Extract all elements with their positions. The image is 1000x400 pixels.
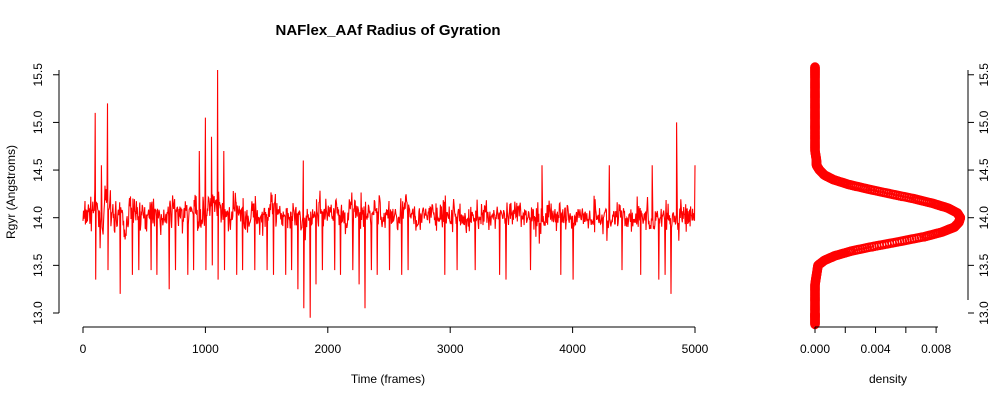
y-tick-label: 13.0 xyxy=(31,301,45,325)
density-x-tick-label: 0.000 xyxy=(800,342,830,356)
x-tick-label: 0 xyxy=(80,342,87,356)
density-curve xyxy=(810,62,966,330)
x-tick-label: 3000 xyxy=(437,342,464,356)
density-x-tick-label: 0.008 xyxy=(921,342,951,356)
y-tick-label: 15.0 xyxy=(31,110,45,134)
density-x-axis-label: density xyxy=(869,372,907,386)
x-tick-label: 2000 xyxy=(314,342,341,356)
rgyr-trace xyxy=(82,69,696,318)
density-y-tick-label: 15.5 xyxy=(977,63,991,87)
y-axis-label: Rgyr (Angstroms) xyxy=(4,145,18,239)
density-x-axis-ticks: 0.000 0.004 0.008 xyxy=(800,327,951,356)
density-y-tick-label: 14.0 xyxy=(977,206,991,230)
x-axis-label: Time (frames) xyxy=(351,372,425,386)
density-y-tick-label: 14.5 xyxy=(977,158,991,182)
density-y-tick-label: 13.5 xyxy=(977,253,991,277)
y-tick-label: 15.5 xyxy=(31,63,45,87)
y-tick-label: 13.5 xyxy=(31,253,45,277)
y-tick-label: 14.5 xyxy=(31,158,45,182)
density-point xyxy=(810,62,820,72)
density-y-tick-label: 15.0 xyxy=(977,110,991,134)
chart-title: NAFlex_AAf Radius of Gyration xyxy=(275,22,500,39)
density-y-tick-label: 13.0 xyxy=(977,301,991,325)
density-panel: 0.000 0.004 0.008 13.0 13.5 14.0 14.5 15.0 15.5… xyxy=(800,62,991,386)
time-series-panel: 0 1000 2000 3000 4000 5000 13.0 13.5 14.0 14.5 15… xyxy=(4,63,709,386)
x-tick-label: 1000 xyxy=(192,342,219,356)
rgyr-line xyxy=(82,69,696,318)
x-axis-ticks: 0 1000 2000 3000 4000 5000 xyxy=(80,327,709,356)
density-x-tick-label: 0.004 xyxy=(861,342,891,356)
density-y-axis-ticks: 13.0 13.5 14.0 14.5 15.0 15.5 xyxy=(968,63,991,325)
x-tick-label: 4000 xyxy=(559,342,586,356)
x-tick-label: 5000 xyxy=(682,342,709,356)
y-axis-ticks: 13.0 13.5 14.0 14.5 15.0 15.5 xyxy=(31,63,59,325)
y-tick-label: 14.0 xyxy=(31,206,45,230)
